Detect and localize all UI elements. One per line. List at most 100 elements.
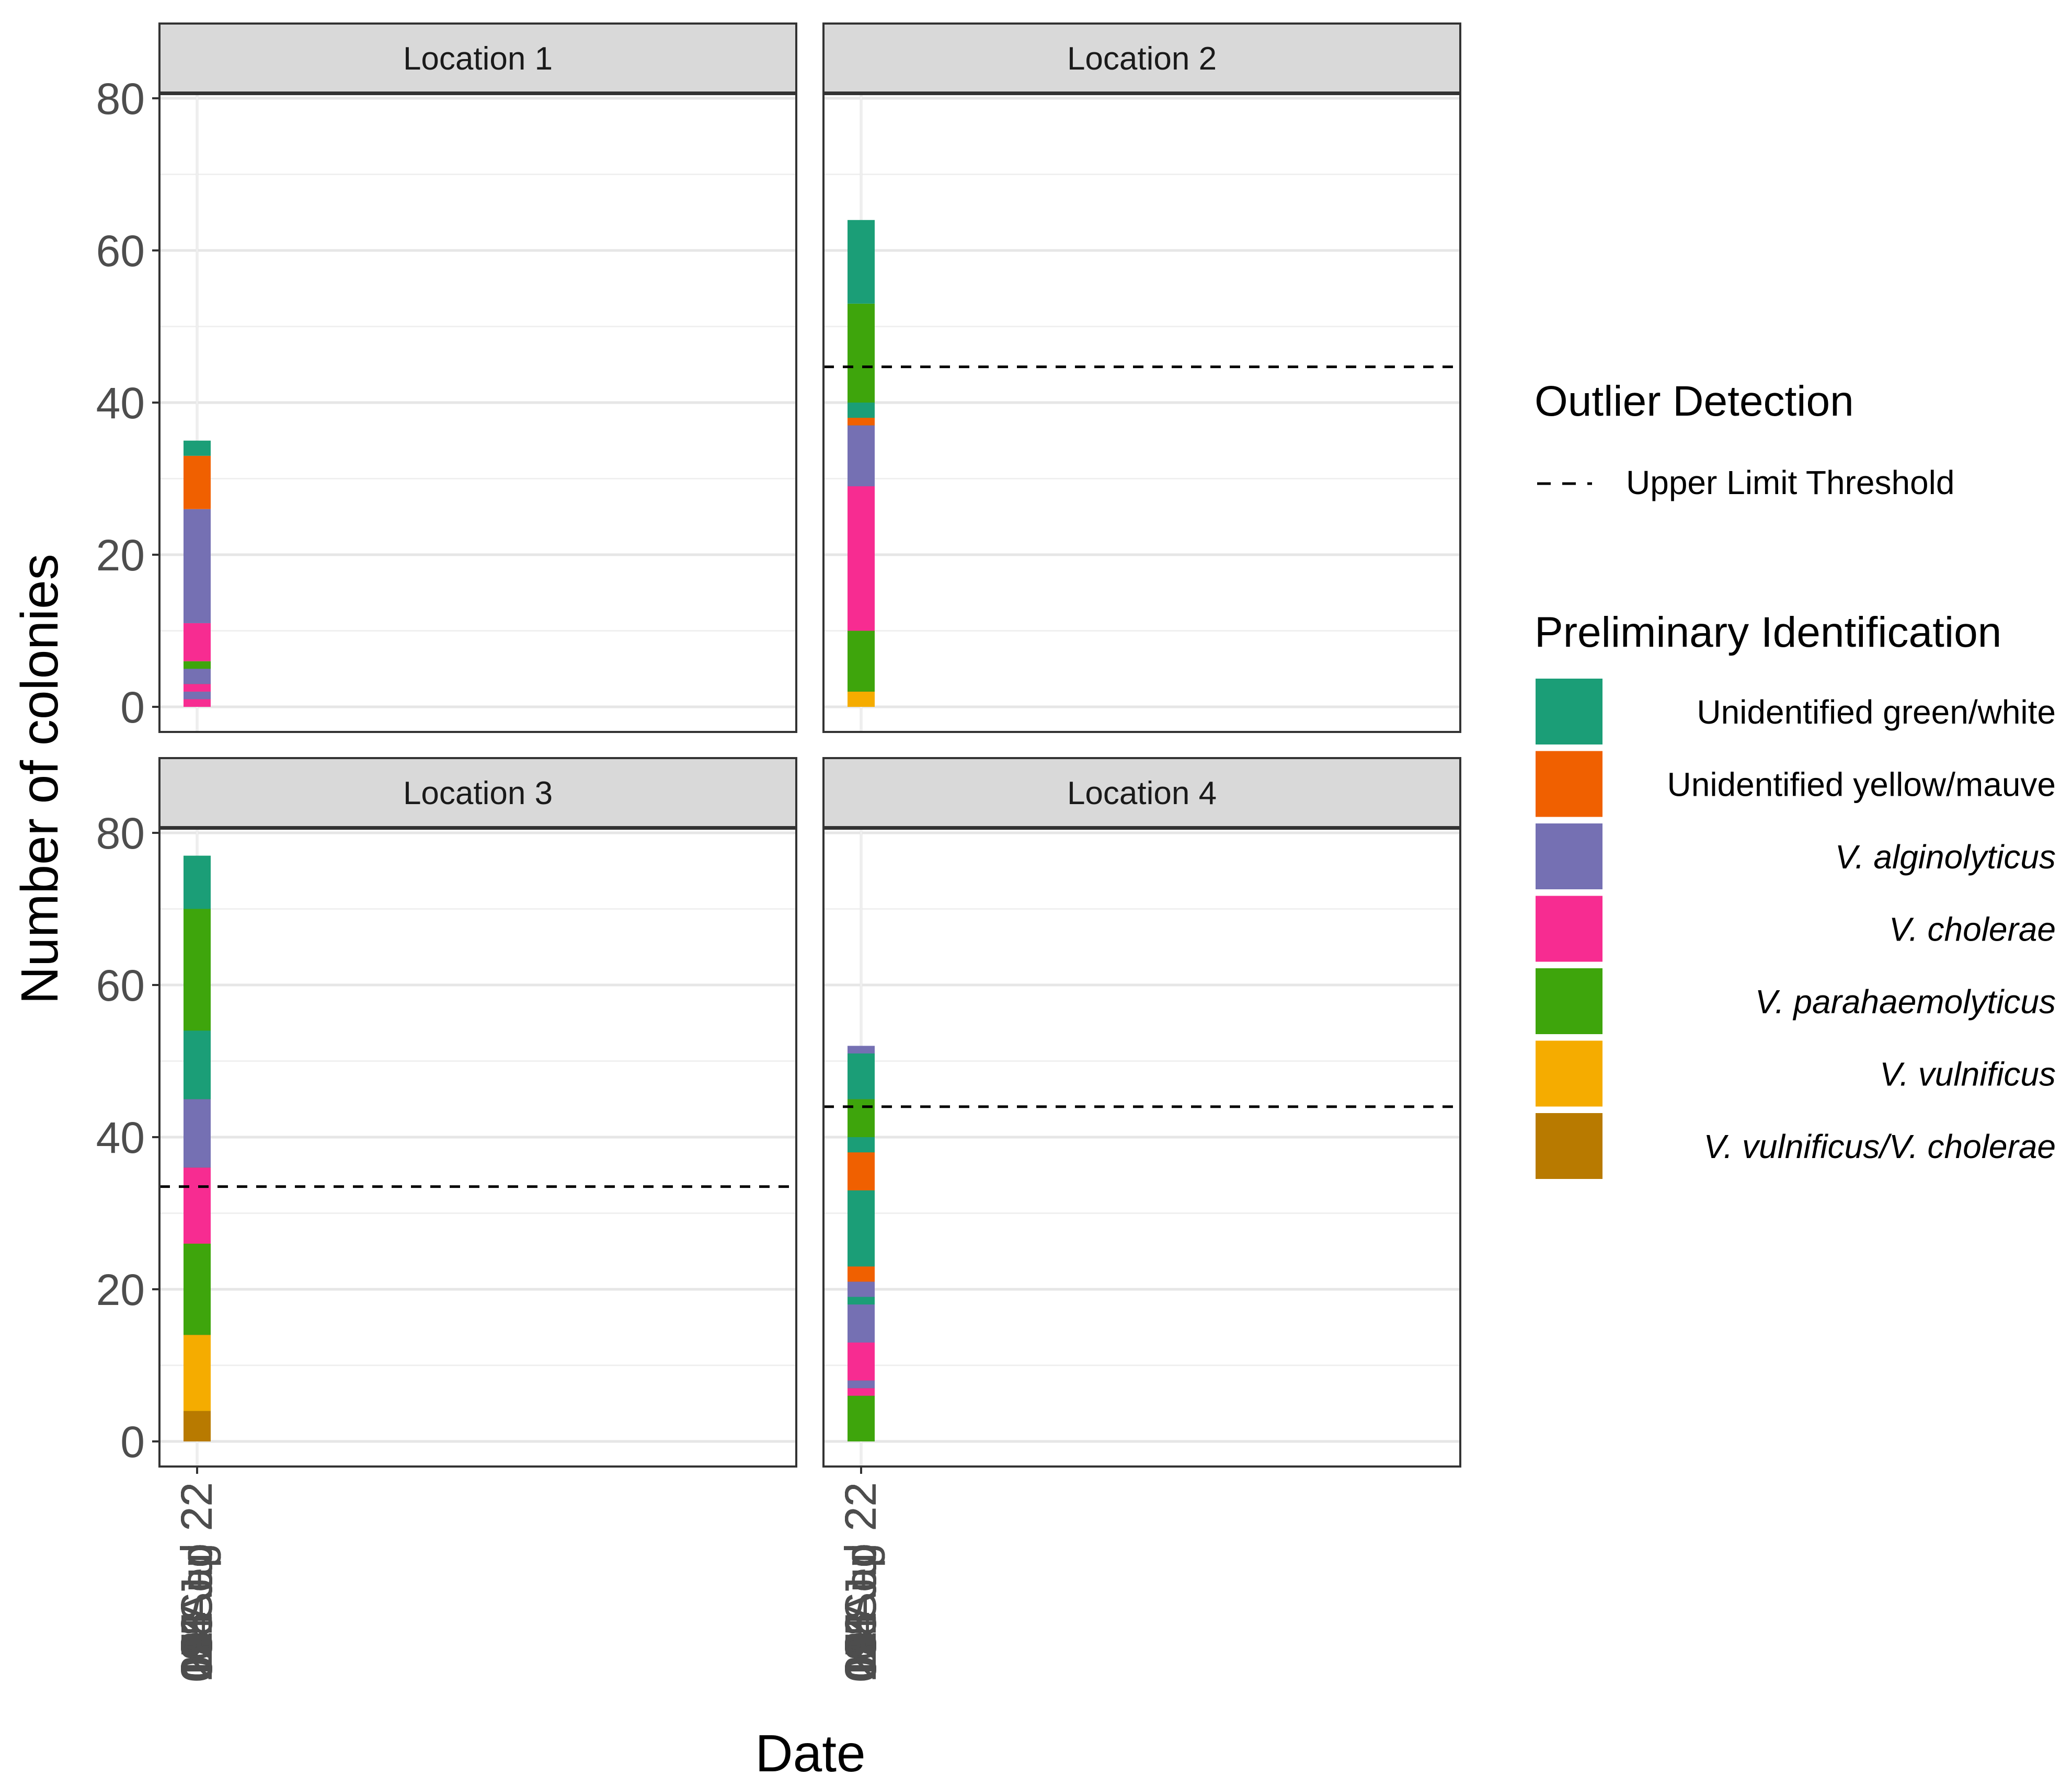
panel-3-x-tick-label: 12 Sep 22 — [172, 1482, 221, 1682]
panel-3-y-tick-label: 20 — [96, 1265, 145, 1314]
panel-3-bar-17-v-parahaemolyticus — [184, 1243, 211, 1335]
panel-2-bar-22-v-cholerae — [848, 486, 875, 631]
panel-2-background — [823, 94, 1460, 732]
legend-key-v-alginolyticus — [1536, 823, 1602, 889]
panel-3-y-tick-label: 80 — [96, 809, 145, 858]
panel-3-strip — [158, 757, 797, 828]
panel-3-title: Location 3 — [403, 775, 553, 811]
panel-4-bar-21-v-parahaemolyticus — [848, 1395, 875, 1441]
panel-3-bar-17-v-cholerae — [184, 1167, 211, 1244]
panel-1-y-tick-label: 20 — [96, 531, 145, 580]
legend-threshold-title: Outlier Detection — [1535, 377, 1854, 425]
panel-3-x-tick-label: 04 Jul 22 — [172, 1482, 221, 1660]
panel-3-x-tick-label: 11 Jul 22 — [172, 1482, 221, 1657]
panel-4-x-tick-label: 29 Aug 22 — [836, 1482, 885, 1680]
panel-1-y-tick-label: 40 — [96, 379, 145, 428]
panel-2-bar-22-v-alginolyticus — [848, 425, 875, 487]
legend-key-unidentified-yellow-mauve — [1536, 751, 1602, 817]
panel-3-x-tick-label: 18 Jul 22 — [172, 1482, 221, 1660]
legend-label-v-cholerae: V. cholerae — [1889, 911, 2056, 948]
panel-3-x-tick-label: 25 Jul 22 — [172, 1482, 221, 1660]
panel-2-bar-22-unidentified-green-white — [848, 410, 875, 418]
panel-3-x-tick-label: 15 Aug 22 — [172, 1482, 221, 1680]
panel-4-title: Location 4 — [1067, 775, 1217, 811]
panel-3-x-tick-label: 08 Aug 22 — [172, 1482, 221, 1680]
panel-1-bar-4-unidentified-yellow-mauve — [184, 455, 211, 509]
panel-3-bar-17-unidentified-green-white — [184, 1030, 211, 1099]
panel-3-y-tick-label: 40 — [96, 1113, 145, 1162]
panel-2-strip — [822, 22, 1461, 94]
legend-fill-title: Preliminary Identification — [1535, 609, 2001, 656]
panel-4-x-tick-label: 01 Aug 22 — [836, 1482, 885, 1680]
panel-2-border — [822, 93, 1461, 733]
legend-label-v-vulnificus: V. vulnificus — [1880, 1056, 2056, 1093]
panel-2-bar-22-v-parahaemolyticus — [848, 631, 875, 692]
legend-key-v-parahaemolyticus — [1536, 968, 1602, 1034]
panel-4-x-tick-label: 19 Sep 22 — [836, 1482, 885, 1682]
panel-4-bar-17-v-alginolyticus — [848, 1304, 875, 1343]
panel-4-x-tick-label: 18 Jul 22 — [836, 1482, 885, 1660]
panel-4-x-tick-label: 12 Sep 22 — [836, 1482, 885, 1682]
panel-4-bar-21-v-cholerae — [848, 1388, 875, 1396]
panel-3-y-tick-label: 60 — [96, 961, 145, 1010]
legend-label-unidentified-green-white: Unidentified green/white — [1697, 693, 2056, 731]
panel-1-y-tick-label: 60 — [96, 226, 145, 276]
panel-4-border — [822, 828, 1461, 1468]
legend-label-unidentified-yellow-mauve: Unidentified yellow/mauve — [1667, 766, 2056, 804]
panel-3-x-tick-label: 19 Sep 22 — [172, 1482, 221, 1682]
panel-4-x-tick-label: 15 Aug 22 — [836, 1482, 885, 1680]
legend-label-v-parahaemolyticus: V. parahaemolyticus — [1755, 983, 2056, 1021]
panel-4-x-tick-label: 05 Sep 22 — [836, 1482, 885, 1682]
panel-1-bar-5-v-alginolyticus — [184, 669, 211, 684]
panel-4-strip — [822, 757, 1461, 828]
panel-3-background — [159, 829, 796, 1467]
panel-4-bar-6-unidentified-green-white — [848, 1053, 875, 1099]
panel-3-border — [158, 828, 797, 1468]
legend-key-v-vulnificus — [1536, 1040, 1602, 1107]
panel-3-bar-6-unidentified-green-white — [184, 855, 211, 909]
panel-1-strip — [158, 22, 797, 94]
panel-1-bar-4-unidentified-green-white — [184, 440, 211, 456]
panel-1-bar-5-v-cholerae — [184, 684, 211, 692]
legend-label-v-alginolyticus: V. alginolyticus — [1835, 838, 2056, 876]
legend-threshold-label: Upper Limit Threshold — [1626, 464, 1954, 501]
panel-1-border — [158, 93, 797, 733]
panel-3-bar-17-v-vulnificus-v-cholerae — [184, 1411, 211, 1441]
y-axis-title: Number of colonies — [10, 554, 69, 1004]
panel-1-bar-4-v-cholerae — [184, 623, 211, 661]
legend-key-v-vulnificus-v-cholerae — [1536, 1113, 1602, 1179]
panel-3-x-tick-label: 01 Aug 22 — [172, 1482, 221, 1680]
panel-3-bar-17-v-vulnificus — [184, 1335, 211, 1411]
panel-2-bar-6-unidentified-green-white — [848, 220, 875, 304]
x-axis-title: Date — [755, 1724, 865, 1783]
panel-4-bar-17-unidentified-green-white — [848, 1297, 875, 1305]
panel-4-bar-21-v-alginolyticus — [848, 1380, 875, 1389]
panel-1-y-tick-label: 0 — [120, 683, 145, 732]
panel-4-bar-17-v-cholerae — [848, 1342, 875, 1381]
panel-4-x-tick-label: 08 Aug 22 — [836, 1482, 885, 1680]
legend-key-v-cholerae — [1536, 896, 1602, 962]
panel-4-x-tick-label: 25 Jul 22 — [836, 1482, 885, 1660]
panel-3-bar-17-v-alginolyticus — [184, 1099, 211, 1168]
panel-1-background — [159, 94, 796, 732]
panel-2-bar-22-v-vulnificus — [848, 691, 875, 707]
panel-3-y-tick-label: 0 — [120, 1417, 145, 1467]
panel-2-title: Location 2 — [1067, 41, 1217, 77]
panel-1-bar-6-v-alginolyticus — [184, 691, 211, 700]
panel-4-bar-15-unidentified-green-white — [848, 1190, 875, 1267]
panel-4-bar-12-unidentified-green-white — [848, 1137, 875, 1153]
panel-1-bar-4-v-alginolyticus — [184, 509, 211, 623]
panel-4-x-tick-label: 22 Aug 22 — [836, 1482, 885, 1680]
panel-4-background — [823, 829, 1460, 1467]
panel-1-title: Location 1 — [403, 41, 553, 77]
legend-label-v-vulnificus-v-cholerae: V. vulnificus/V. cholerae — [1704, 1128, 2056, 1165]
panel-4-x-tick-label: 04 Jul 22 — [836, 1482, 885, 1660]
panel-4-bar-15-unidentified-yellow-mauve — [848, 1266, 875, 1282]
panel-3-x-tick-label: 05 Sep 22 — [172, 1482, 221, 1682]
panel-3-x-tick-label: 22 Aug 22 — [172, 1482, 221, 1680]
panel-4-x-tick-label: 11 Jul 22 — [836, 1482, 885, 1657]
panel-3-x-tick-label: 29 Aug 22 — [172, 1482, 221, 1680]
panel-1-bar-7-v-cholerae — [184, 699, 211, 707]
